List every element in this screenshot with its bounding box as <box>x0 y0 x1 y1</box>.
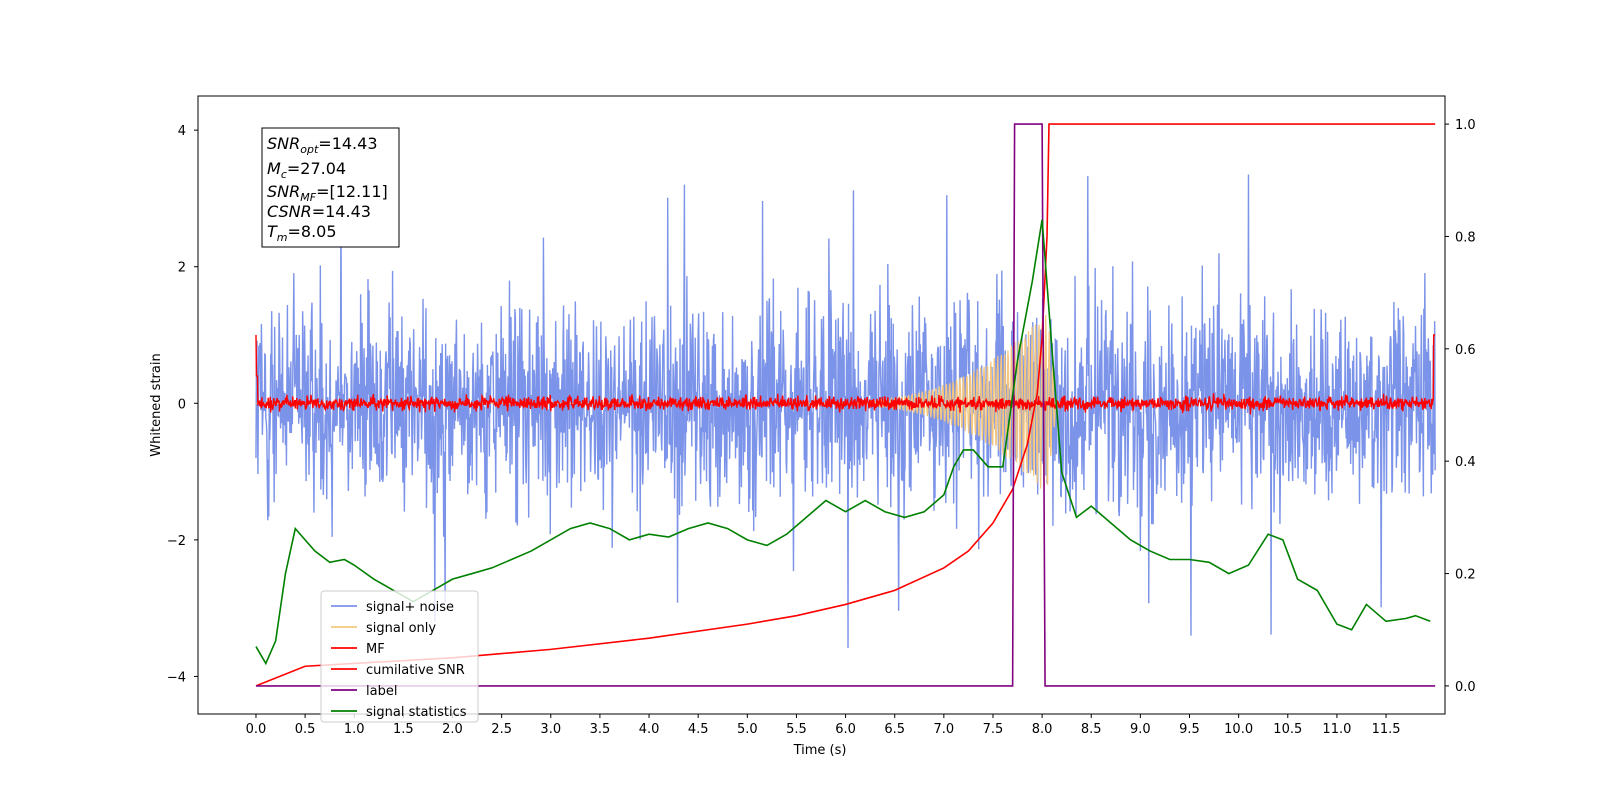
y-axis-title: Whitened strain <box>149 353 164 456</box>
x-tick-label: 6.5 <box>884 722 905 737</box>
y2-tick-label: 0.4 <box>1455 455 1476 470</box>
x-axis: 0.0 0.5 1.0 1.5 2.0 2.5 3.0 3.5 4.0 4.5 5.0 5.5 6.0 6… <box>246 714 1401 737</box>
annotation-csnr: CSNR=14.43 <box>267 202 371 221</box>
series-signal-noise <box>255 174 1436 649</box>
annotation-box: SNRopt=14.43 Mc=27.04 SNRMF=[12.11] CSNR… <box>261 127 400 248</box>
x-tick-label: 7.0 <box>933 722 954 737</box>
x-tick-label: 7.5 <box>983 722 1004 737</box>
legend-label: signal only <box>366 621 436 636</box>
x-tick-label: 11.5 <box>1372 722 1401 737</box>
x-tick-label: 2.0 <box>442 722 463 737</box>
x-tick-label: 9.5 <box>1179 722 1200 737</box>
legend: signal+ noise signal only MF cumilative SNR… <box>320 590 479 723</box>
y2-tick-label: 0.8 <box>1455 230 1476 245</box>
x-tick-label: 10.0 <box>1224 722 1253 737</box>
legend-label: label <box>366 684 397 699</box>
annotation-mc: Mc=27.04 <box>267 159 346 181</box>
legend-label: signal statistics <box>366 705 467 720</box>
series-label <box>255 123 1436 687</box>
y2-tick-label: 0.6 <box>1455 343 1476 358</box>
y-axis-right: 1.0 0.8 0.6 0.4 0.2 0.0 <box>1445 118 1476 695</box>
x-tick-label: 10.5 <box>1273 722 1302 737</box>
x-tick-label: 8.0 <box>1032 722 1053 737</box>
legend-label: signal+ noise <box>366 600 454 615</box>
y-tick-label: −4 <box>167 670 186 685</box>
y2-tick-label: 0.2 <box>1455 568 1476 583</box>
legend-label: cumilative SNR <box>366 663 465 678</box>
annotation-tm: Tm=8.05 <box>267 222 337 244</box>
x-tick-label: 2.5 <box>491 722 512 737</box>
legend-label: MF <box>366 642 385 657</box>
annotation-snr-opt: SNRopt=14.43 <box>267 134 378 156</box>
x-tick-label: 9.0 <box>1130 722 1151 737</box>
x-tick-label: 3.5 <box>590 722 611 737</box>
x-tick-label: 8.5 <box>1081 722 1102 737</box>
x-tick-label: 0.5 <box>295 722 316 737</box>
x-tick-label: 11.0 <box>1322 722 1351 737</box>
x-tick-label: 6.0 <box>835 722 856 737</box>
y-tick-label: −2 <box>167 534 186 549</box>
y-tick-label: 4 <box>178 124 186 139</box>
y-axis-left: 4 2 0 −2 −4 <box>167 124 198 685</box>
y-tick-label: 2 <box>178 261 186 276</box>
y2-tick-label: 0.0 <box>1455 680 1476 695</box>
x-axis-title: Time (s) <box>793 743 847 758</box>
x-tick-label: 4.0 <box>639 722 660 737</box>
plot-frame <box>197 95 1446 715</box>
y-tick-label: 0 <box>178 397 186 412</box>
legend-frame <box>320 590 479 723</box>
x-tick-label: 3.0 <box>540 722 561 737</box>
x-tick-label: 0.0 <box>246 722 267 737</box>
x-tick-label: 1.0 <box>344 722 365 737</box>
y2-tick-label: 1.0 <box>1455 118 1476 133</box>
x-tick-label: 4.5 <box>688 722 709 737</box>
annotation-snr-mf: SNRMF=[12.11] <box>267 182 388 204</box>
x-tick-label: 1.5 <box>393 722 414 737</box>
series-mf <box>255 334 1436 415</box>
x-tick-label: 5.0 <box>737 722 758 737</box>
x-tick-label: 5.5 <box>786 722 807 737</box>
